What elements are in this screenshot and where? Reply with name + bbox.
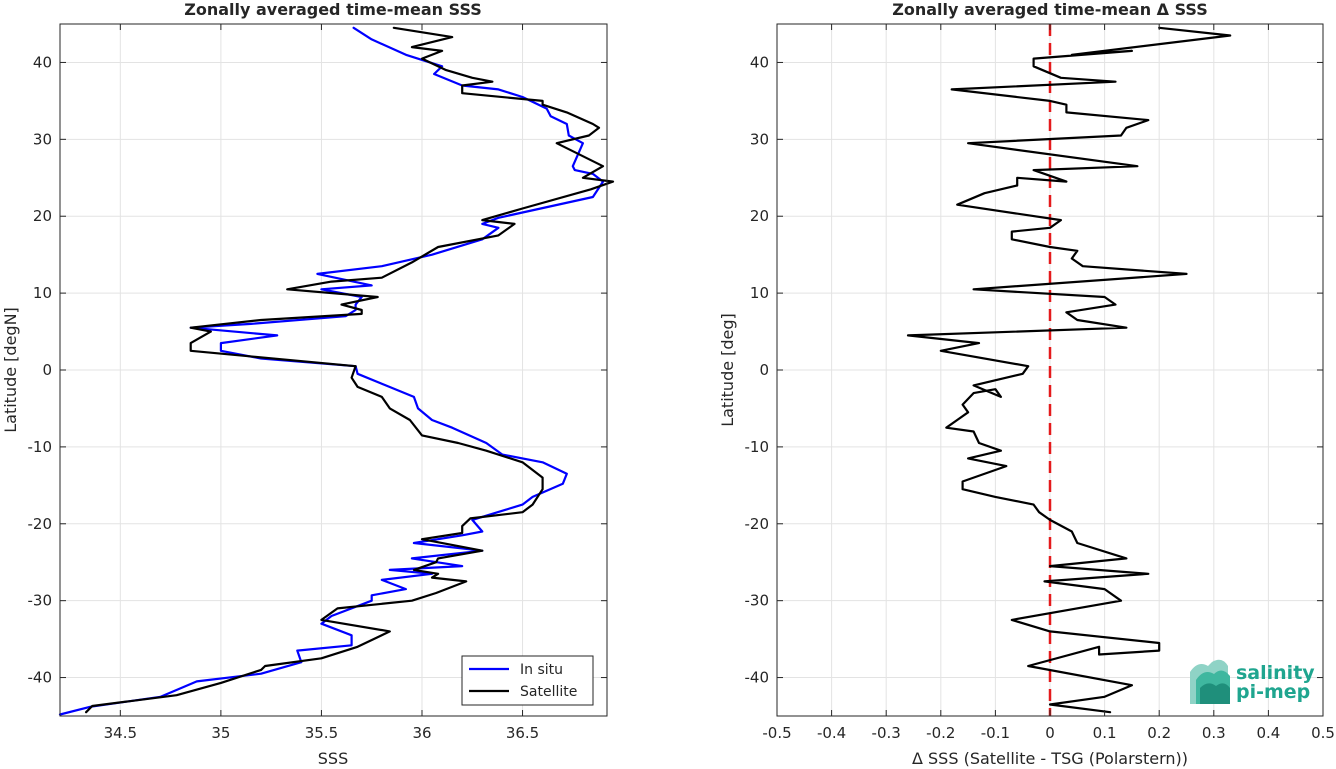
y-tick-label: 20 [750, 207, 769, 225]
chart-right-x-label: Δ SSS (Satellite - TSG (Polarstern)) [912, 749, 1188, 768]
chart-left-y-label: Latitude [degN] [1, 307, 20, 433]
y-tick-label: 0 [759, 361, 769, 379]
chart-left-sss: Zonally averaged time-mean SSS 34.5 35 35.… [1, 0, 615, 768]
x-tick-label: 0.1 [1093, 724, 1117, 742]
chart-right-delta-sss: Zonally averaged time-mean Δ SSS -0.5 -0.… [718, 0, 1335, 768]
y-tick-label: -20 [28, 515, 53, 533]
x-tick-label: -0.1 [981, 724, 1010, 742]
y-tick-label: 30 [33, 130, 52, 148]
chart-left-y-ticks: -40 -30 -20 -10 0 10 20 30 40 [28, 53, 607, 687]
logo-wave-front-icon [1200, 683, 1230, 704]
y-tick-label: -10 [28, 438, 53, 456]
salinity-pi-mep-logo: salinity pi-mep [1190, 659, 1315, 704]
x-tick-label: -0.5 [762, 724, 791, 742]
x-tick-label: 36.5 [506, 724, 539, 742]
y-tick-label: 30 [750, 130, 769, 148]
x-tick-label: 0 [1045, 724, 1055, 742]
x-tick-label: 35.5 [305, 724, 338, 742]
y-tick-label: 40 [33, 53, 52, 71]
chart-right-y-label: Latitude [deg] [718, 313, 737, 427]
y-tick-label: 10 [33, 284, 52, 302]
y-tick-label: -40 [745, 669, 770, 687]
chart-left-title: Zonally averaged time-mean SSS [184, 0, 482, 19]
legend: In situ Satellite [461, 655, 594, 706]
x-tick-label: 0.2 [1147, 724, 1171, 742]
y-tick-label: -20 [745, 515, 770, 533]
y-tick-label: 20 [33, 207, 52, 225]
chart-right-title: Zonally averaged time-mean Δ SSS [892, 0, 1208, 19]
y-tick-label: -40 [28, 669, 53, 687]
x-tick-label: -0.2 [926, 724, 955, 742]
x-tick-label: 0.3 [1202, 724, 1226, 742]
x-tick-label: 0.5 [1311, 724, 1335, 742]
series-line-satellite [84, 26, 615, 714]
chart-left-x-ticks: 34.5 35 35.5 36 36.5 [104, 24, 539, 742]
legend-label-satellite: Satellite [520, 684, 577, 700]
legend-box [461, 655, 594, 706]
chart-right-x-ticks: -0.5 -0.4 -0.3 -0.2 -0.1 0 0.1 0.2 0.3 0.4 0.5 [762, 24, 1335, 742]
y-tick-label: -10 [745, 438, 770, 456]
x-tick-label: 35 [211, 724, 230, 742]
chart-right-y-ticks: -40 -30 -20 -10 0 10 20 30 40 [745, 53, 1323, 687]
legend-label-in-situ: In situ [520, 662, 563, 678]
y-tick-label: -30 [28, 592, 53, 610]
series-line-delta [906, 26, 1232, 714]
chart-left-series [58, 26, 615, 716]
chart-right-series [906, 26, 1232, 714]
y-tick-label: 40 [750, 53, 769, 71]
chart-left-grid [60, 24, 607, 716]
chart-left-x-label: SSS [318, 749, 348, 768]
x-tick-label: -0.4 [817, 724, 846, 742]
x-tick-label: 36 [412, 724, 431, 742]
y-tick-label: 0 [42, 361, 52, 379]
logo-line2: pi-mep [1236, 681, 1310, 703]
x-tick-label: -0.3 [872, 724, 901, 742]
y-tick-label: -30 [745, 592, 770, 610]
x-tick-label: 34.5 [104, 724, 137, 742]
x-tick-label: 0.4 [1256, 724, 1280, 742]
y-tick-label: 10 [750, 284, 769, 302]
logo-line1: salinity [1236, 662, 1315, 684]
